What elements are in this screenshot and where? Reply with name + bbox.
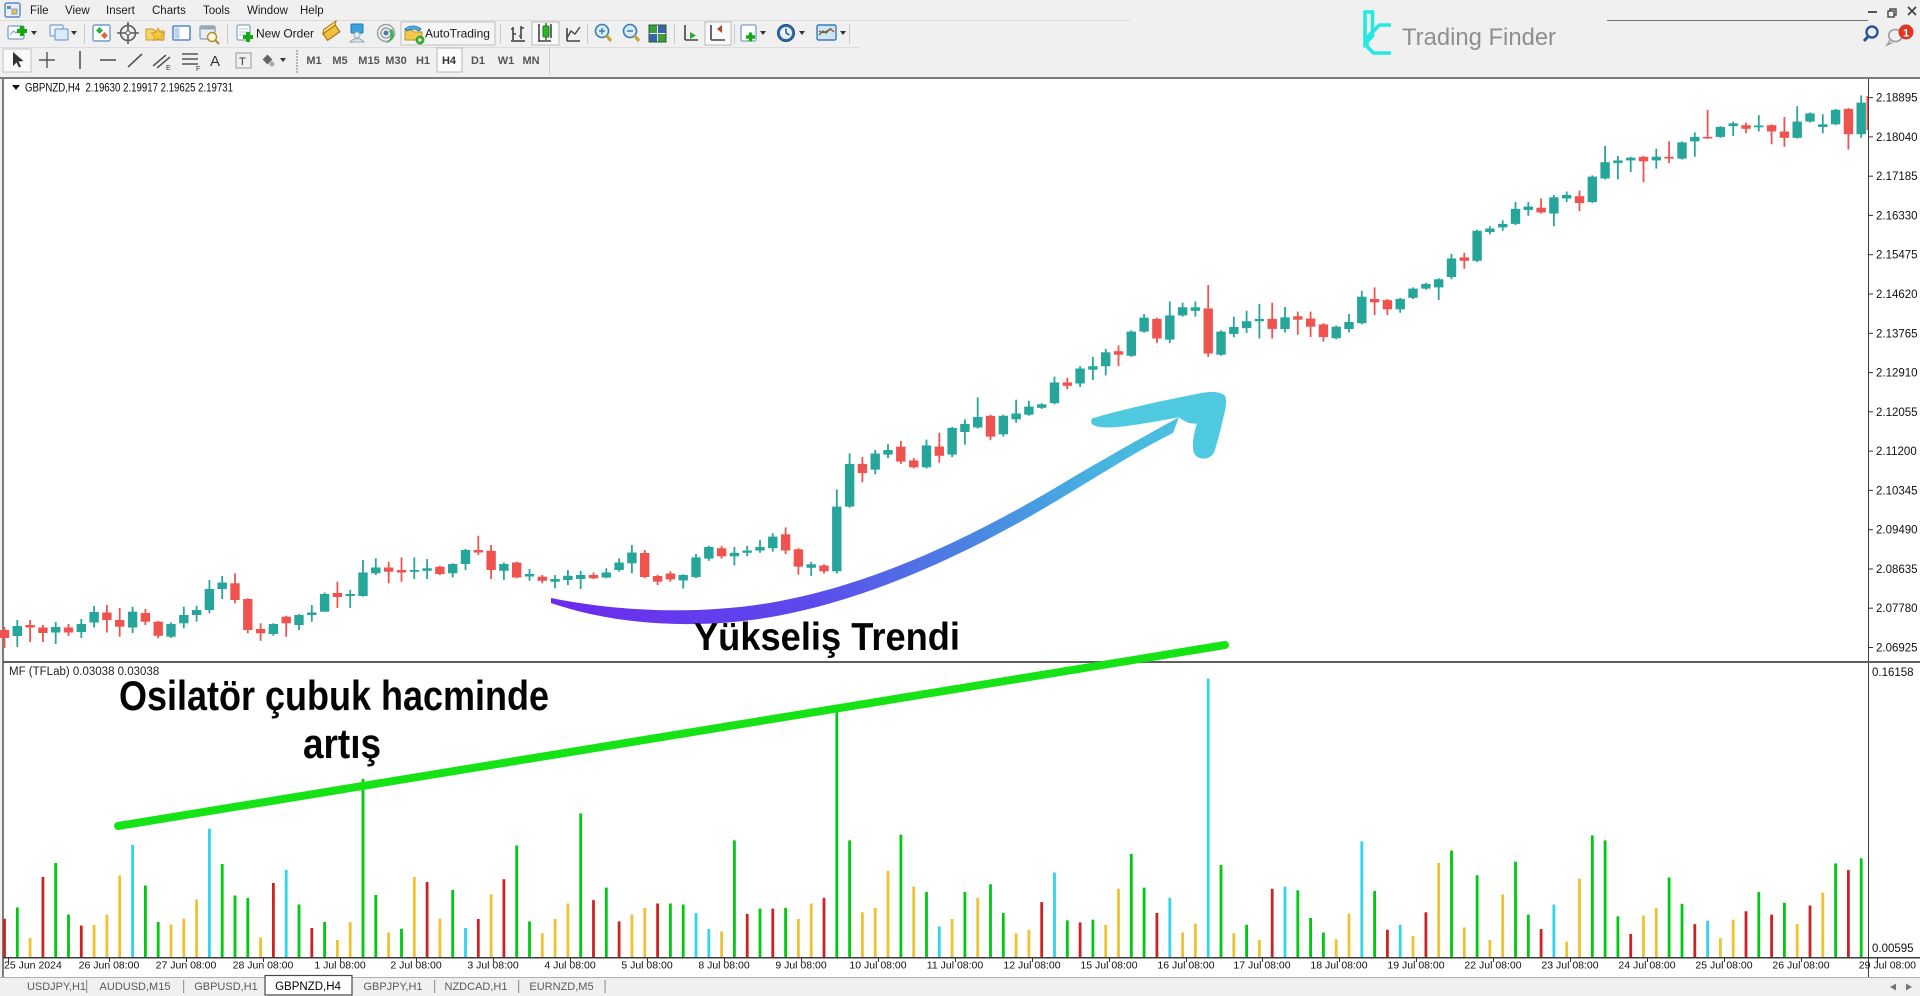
svg-text:25 Jul 08:00: 25 Jul 08:00 (1695, 960, 1752, 972)
svg-text:GBPNZD,H4: GBPNZD,H4 (275, 981, 341, 993)
svg-text:22 Jul 08:00: 22 Jul 08:00 (1464, 960, 1521, 972)
svg-text:25 Jun 2024: 25 Jun 2024 (4, 960, 62, 972)
svg-text:29 Jul 08:00: 29 Jul 08:00 (1859, 960, 1916, 972)
svg-text:AUDUSD,M15: AUDUSD,M15 (100, 981, 171, 993)
svg-text:artış: artış (303, 720, 381, 767)
svg-text:Yükseliş Trendi: Yükseliş Trendi (694, 616, 960, 659)
svg-text:1: 1 (1903, 28, 1909, 40)
svg-text:Trading Finder: Trading Finder (1402, 24, 1556, 51)
svg-text:2.08635: 2.08635 (1876, 564, 1918, 576)
svg-text:11 Jul 08:00: 11 Jul 08:00 (927, 960, 984, 972)
svg-text:12 Jul 08:00: 12 Jul 08:00 (1003, 960, 1060, 972)
svg-text:2.16330: 2.16330 (1876, 210, 1918, 222)
svg-text:17 Jul 08:00: 17 Jul 08:00 (1233, 960, 1290, 972)
svg-text:MN: MN (522, 55, 539, 67)
svg-text:24 Jul 08:00: 24 Jul 08:00 (1618, 960, 1675, 972)
svg-text:4 Jul 08:00: 4 Jul 08:00 (544, 960, 596, 972)
svg-text:2 Jul 08:00: 2 Jul 08:00 (390, 960, 442, 972)
svg-text:M30: M30 (385, 55, 406, 67)
svg-text:MF (TFLab) 0.03038 0.03038: MF (TFLab) 0.03038 0.03038 (9, 666, 159, 678)
svg-text:18 Jul 08:00: 18 Jul 08:00 (1310, 960, 1367, 972)
svg-text:2.12910: 2.12910 (1876, 368, 1918, 380)
svg-text:GBPJPY,H1: GBPJPY,H1 (363, 981, 422, 993)
svg-text:26 Jul 08:00: 26 Jul 08:00 (1772, 960, 1829, 972)
svg-text:8 Jul 08:00: 8 Jul 08:00 (698, 960, 750, 972)
svg-text:T: T (239, 56, 246, 68)
svg-text:Window: Window (247, 5, 289, 17)
svg-text:28 Jun 08:00: 28 Jun 08:00 (233, 960, 294, 972)
svg-text:2.13765: 2.13765 (1876, 328, 1918, 340)
svg-text:16 Jul 08:00: 16 Jul 08:00 (1157, 960, 1214, 972)
svg-text:19 Jul 08:00: 19 Jul 08:00 (1387, 960, 1444, 972)
svg-text:D1: D1 (471, 55, 485, 67)
svg-text:Help: Help (300, 5, 324, 17)
svg-text:2.17185: 2.17185 (1876, 171, 1918, 183)
svg-text:W1: W1 (498, 55, 515, 67)
svg-text:File: File (30, 5, 49, 17)
svg-text:M1: M1 (306, 55, 321, 67)
svg-text:2.07780: 2.07780 (1876, 603, 1918, 615)
svg-text:AutoTrading: AutoTrading (425, 27, 490, 41)
svg-text:Charts: Charts (152, 5, 186, 17)
svg-text:A: A (210, 53, 220, 70)
svg-text:New Order: New Order (256, 27, 314, 41)
svg-text:1 Jul 08:00: 1 Jul 08:00 (314, 960, 366, 972)
svg-text:EURNZD,M5: EURNZD,M5 (529, 981, 593, 993)
svg-text:F: F (196, 66, 200, 73)
svg-text:2.18040: 2.18040 (1876, 132, 1918, 144)
svg-text:M15: M15 (358, 55, 379, 67)
svg-text:2.14620: 2.14620 (1876, 289, 1918, 301)
svg-text:E: E (166, 65, 171, 72)
svg-text:26 Jun 08:00: 26 Jun 08:00 (79, 960, 140, 972)
svg-text:2.12055: 2.12055 (1876, 407, 1918, 419)
svg-text:Osilatör çubuk hacminde: Osilatör çubuk hacminde (119, 672, 549, 719)
svg-text:23 Jul 08:00: 23 Jul 08:00 (1541, 960, 1598, 972)
svg-text:GBPUSD,H1: GBPUSD,H1 (194, 981, 258, 993)
svg-text:M5: M5 (332, 55, 347, 67)
svg-text:2.10345: 2.10345 (1876, 485, 1918, 497)
svg-text:2.09490: 2.09490 (1876, 525, 1918, 537)
svg-text:USDJPY,H1: USDJPY,H1 (27, 981, 86, 993)
svg-text:View: View (65, 5, 90, 17)
svg-text:15 Jul 08:00: 15 Jul 08:00 (1080, 960, 1137, 972)
svg-text:GBPNZD,H4 2.19630 2.19917 2.1: GBPNZD,H4 2.19630 2.19917 2.19625 2.1973… (25, 83, 233, 95)
svg-text:2.18895: 2.18895 (1876, 93, 1918, 105)
svg-text:27 Jun 08:00: 27 Jun 08:00 (156, 960, 217, 972)
svg-text:H1: H1 (416, 55, 430, 67)
svg-text:5 Jul 08:00: 5 Jul 08:00 (621, 960, 673, 972)
svg-text:Tools: Tools (203, 5, 230, 17)
svg-text:NZDCAD,H1: NZDCAD,H1 (445, 981, 508, 993)
svg-text:2.06925: 2.06925 (1876, 643, 1918, 655)
svg-text:10 Jul 08:00: 10 Jul 08:00 (849, 960, 906, 972)
svg-text:2.11200: 2.11200 (1876, 446, 1917, 458)
svg-text:0.16158: 0.16158 (1872, 667, 1914, 679)
svg-text:Insert: Insert (106, 5, 136, 17)
svg-text:9 Jul 08:00: 9 Jul 08:00 (775, 960, 827, 972)
svg-text:H4: H4 (442, 55, 457, 67)
svg-text:3 Jul 08:00: 3 Jul 08:00 (467, 960, 519, 972)
svg-text:0.00595: 0.00595 (1872, 943, 1914, 955)
svg-text:2.15475: 2.15475 (1876, 250, 1918, 262)
